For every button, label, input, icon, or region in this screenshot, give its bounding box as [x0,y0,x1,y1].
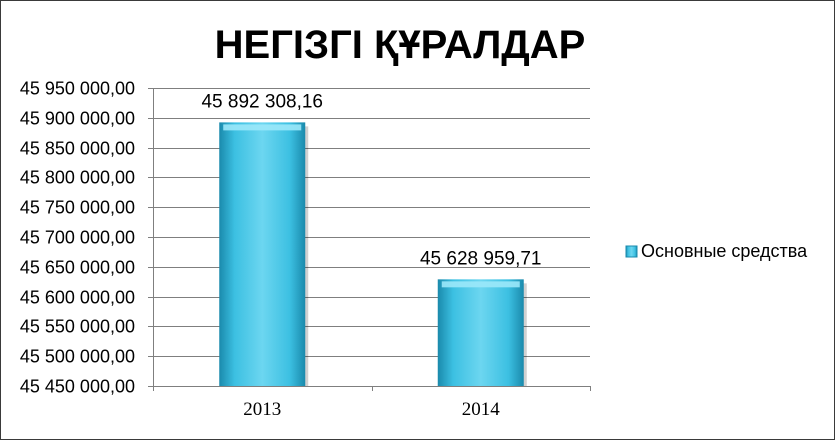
bar [437,279,524,386]
data-label: 45 892 308,16 [201,91,323,112]
y-tick-label: 45 750 000,00 [20,198,135,218]
y-tick-label: 45 650 000,00 [20,258,135,278]
legend-label: Основные средства [641,241,808,261]
y-tick-label: 45 800 000,00 [20,168,135,188]
bar [219,122,306,386]
y-tick-label: 45 850 000,00 [20,139,135,159]
bars [219,122,527,386]
y-tick-label: 45 900 000,00 [20,109,135,129]
x-category-label: 2013 [243,399,281,420]
y-tick-label: 45 550 000,00 [20,317,135,337]
y-tick-label: 45 450 000,00 [20,377,135,397]
legend: Основные средства [625,241,808,261]
axes: 45 450 000,00 45 500 000,00 45 550 000,00 4… [20,79,591,397]
data-labels: 2013 45 892 308,16 2014 45 628 959,71 [201,91,541,420]
x-category-label: 2014 [462,399,501,420]
y-tick-label: 45 700 000,00 [20,228,135,248]
bar-highlight [441,281,520,288]
chart-title: НЕГІЗГІ ҚҰРАЛДАР [215,23,586,67]
bar-highlight [223,124,302,131]
y-tick-label: 45 600 000,00 [20,288,135,308]
legend-swatch [625,245,638,258]
data-label: 45 628 959,71 [420,248,542,269]
y-tick-label: 45 950 000,00 [20,79,135,99]
y-tick-label: 45 500 000,00 [20,347,135,367]
